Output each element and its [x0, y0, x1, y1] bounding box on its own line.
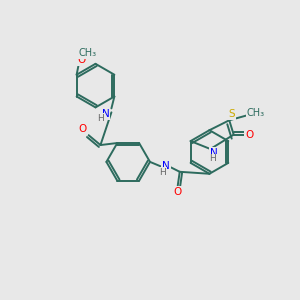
Text: N: N	[162, 161, 170, 171]
Text: N: N	[211, 148, 218, 158]
Text: O: O	[174, 187, 182, 196]
Text: CH₃: CH₃	[247, 108, 265, 118]
Text: S: S	[228, 109, 235, 119]
Text: H: H	[209, 154, 216, 164]
Text: N: N	[102, 109, 109, 119]
Text: H: H	[97, 114, 104, 123]
Text: H: H	[160, 168, 166, 177]
Text: CH₃: CH₃	[79, 48, 97, 58]
Text: O: O	[245, 130, 254, 140]
Text: O: O	[79, 124, 87, 134]
Text: O: O	[77, 55, 86, 65]
